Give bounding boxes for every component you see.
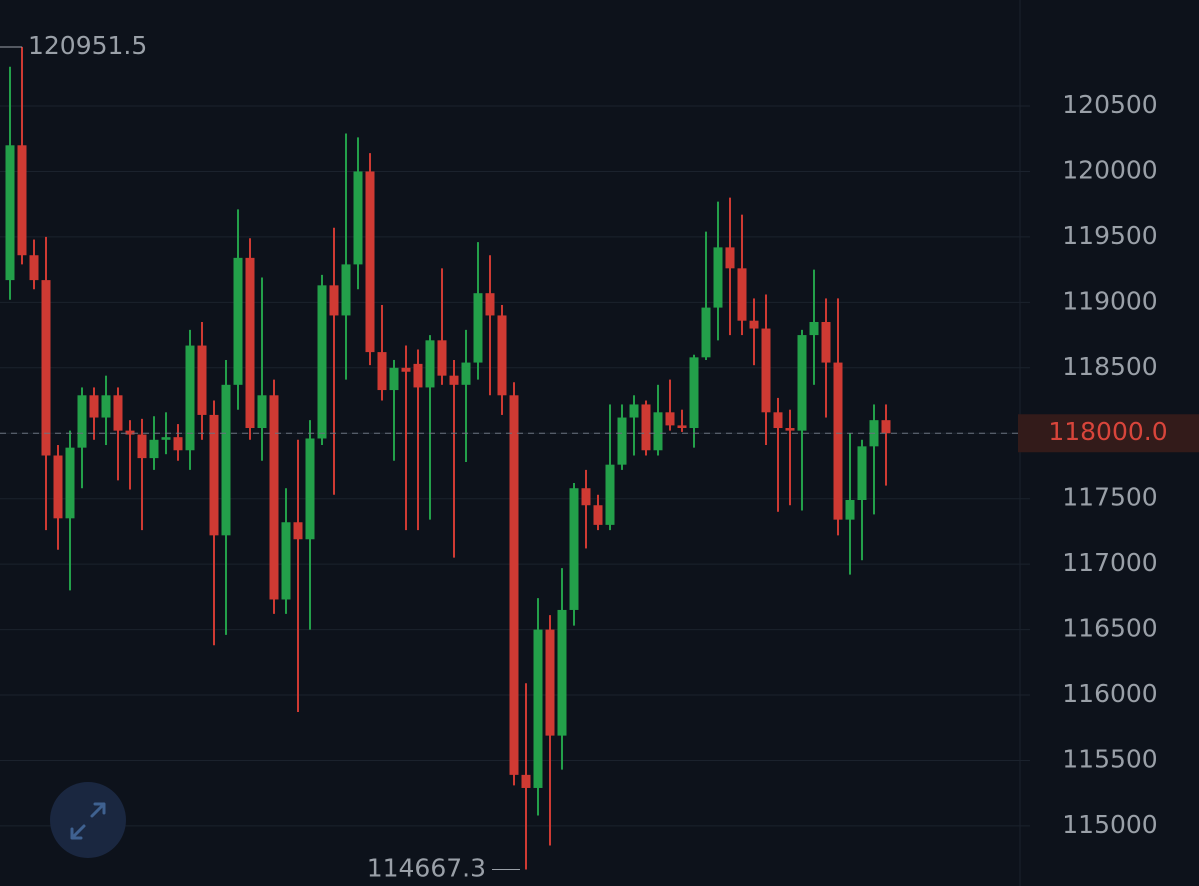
candle-body [701,307,711,358]
last-price-box [1018,414,1199,453]
candle-body [521,774,531,788]
candle-body [185,345,195,451]
candle-body [833,362,843,520]
candle-body [509,395,519,775]
y-tick-label: 116000 [1062,679,1157,708]
candle-body [713,247,723,308]
candle-body [737,268,747,321]
candle-body [665,412,675,426]
y-tick-label: 120500 [1062,90,1157,119]
candle-body [389,367,399,391]
candle-body [293,522,303,540]
candle-body [581,488,591,506]
candle-body [533,629,543,788]
candle-body [413,363,423,388]
candle-body [125,430,135,435]
candle-body [773,412,783,429]
candle-body [881,420,891,434]
candle-body [65,447,75,519]
candle-body [857,446,867,501]
candle-body [353,171,363,265]
candle-body [161,437,171,440]
candle-body [245,257,255,429]
candle-body [677,425,687,429]
candle-body [797,335,807,431]
candle-body [641,404,651,451]
candle-body [149,439,159,459]
candle-body [725,247,735,269]
candle-body [401,367,411,372]
candle-body [449,375,459,385]
candle-body [281,522,291,600]
candle-body [317,285,327,439]
candle-body [473,293,483,363]
candle-body [785,428,795,431]
y-tick-label: 118500 [1062,352,1157,381]
candle-body [269,395,279,600]
candle-body [341,264,351,316]
candle-body [605,464,615,525]
candle-body [89,395,99,418]
candle-body [497,315,507,396]
candle-body [209,414,219,536]
candle-body [101,395,111,418]
expand-icon[interactable] [70,802,106,840]
expand-button-bg[interactable] [50,782,126,858]
candle-body [569,488,579,610]
candle-body [305,438,315,540]
expand-button[interactable] [50,782,126,858]
candle-body [809,321,819,336]
y-tick-label: 117000 [1062,548,1157,577]
candle-body [653,412,663,451]
candle-body [689,357,699,429]
candle-body [137,434,147,459]
candle-body [425,340,435,388]
candle-body [761,328,771,413]
candle-body [257,395,267,429]
candle-body [5,145,15,281]
candle-body [173,437,183,451]
candle-body [17,145,27,256]
candle-body [41,280,51,456]
candle-body [557,609,567,736]
max-marker-label: 120951.5 [28,31,147,60]
y-tick-label: 119500 [1062,221,1157,250]
candle-body [749,320,759,329]
candle-body [113,395,123,431]
candle-body [437,340,447,376]
candle-body [545,629,555,736]
candle-body [485,293,495,316]
candle-body [77,395,87,448]
candle-body [377,352,387,391]
y-tick-label: 115000 [1062,810,1157,839]
y-tick-label: 117500 [1062,483,1157,512]
candle-body [845,500,855,520]
candle-body [233,257,243,385]
y-tick-label: 115500 [1062,744,1157,773]
candle-body [53,455,63,519]
y-tick-label: 116500 [1062,614,1157,643]
candle-body [461,362,471,385]
candle-body [221,384,231,536]
candle-body [365,171,375,353]
candle-body [593,505,603,525]
candle-body [821,321,831,363]
y-tick-label: 120000 [1062,155,1157,184]
last-price-label: 118000.0 [1048,417,1167,446]
candle-body [629,404,639,418]
y-tick-label: 119000 [1062,286,1157,315]
candle-body [329,285,339,316]
min-marker-label: 114667.3 [367,853,486,882]
candle-body [197,345,207,415]
candle-body [617,417,627,465]
candle-body [29,255,39,281]
